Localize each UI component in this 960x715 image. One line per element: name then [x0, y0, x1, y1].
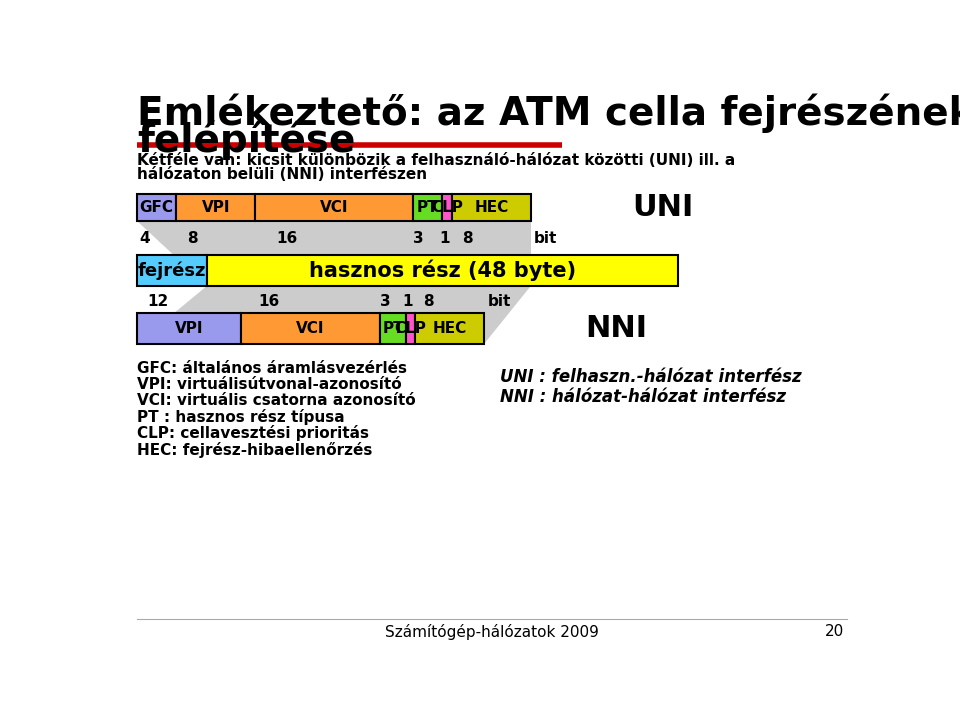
Text: 12: 12 [147, 294, 169, 309]
Text: hálózaton belüli (NNI) interfészen: hálózaton belüli (NNI) interfészen [137, 167, 427, 182]
Text: 1: 1 [402, 294, 413, 309]
Text: CLP: cellavesztési prioritás: CLP: cellavesztési prioritás [137, 425, 369, 441]
Text: VCI: virtuális csatorna azonosító: VCI: virtuális csatorna azonosító [137, 393, 416, 408]
Text: HEC: fejrész-hibaellenőrzés: HEC: fejrész-hibaellenőrzés [137, 442, 372, 458]
Text: PT : hasznos rész típusa: PT : hasznos rész típusa [137, 409, 345, 425]
Text: 8: 8 [187, 232, 198, 247]
Bar [137, 194, 177, 220]
Text: fejrész: fejrész [137, 262, 206, 280]
Text: VPI: VPI [202, 199, 230, 214]
Bar [443, 194, 452, 220]
Text: VCI: VCI [297, 321, 324, 336]
Bar [406, 313, 415, 344]
Text: NNI: NNI [585, 314, 647, 343]
Text: CLP: CLP [431, 199, 463, 214]
Text: Számítógép-hálózatok 2009: Számítógép-hálózatok 2009 [385, 624, 599, 640]
Text: CLP: CLP [395, 321, 426, 336]
Text: 4: 4 [139, 232, 150, 247]
Bar [137, 313, 241, 344]
Text: UNI: UNI [632, 192, 693, 222]
Bar [255, 194, 413, 220]
Bar [137, 255, 206, 286]
Text: 20: 20 [826, 624, 845, 639]
Text: UNI : felhaszn.-hálózat interfész: UNI : felhaszn.-hálózat interfész [500, 368, 802, 386]
Text: 16: 16 [276, 232, 298, 247]
Text: felépítése: felépítése [137, 120, 355, 160]
Text: Emlékeztető: az ATM cella fejrészének: Emlékeztető: az ATM cella fejrészének [137, 94, 960, 133]
Bar [177, 194, 255, 220]
Bar [452, 194, 531, 220]
Text: NNI : hálózat-hálózat interfész: NNI : hálózat-hálózat interfész [500, 388, 785, 406]
Text: GFC: GFC [140, 199, 174, 214]
Text: HEC: HEC [474, 199, 509, 214]
Text: bit: bit [534, 232, 557, 247]
Polygon shape [137, 220, 531, 286]
Text: HEC: HEC [432, 321, 467, 336]
Text: Kétféle van: kicsit különbözik a felhasználó-hálózat közötti (UNI) ill. a: Kétféle van: kicsit különbözik a felhasz… [137, 153, 735, 168]
Text: VPI: virtuálisútvonal-azonosító: VPI: virtuálisútvonal-azonosító [137, 377, 401, 392]
Text: 3: 3 [380, 294, 391, 309]
Bar [380, 313, 406, 344]
Text: VPI: VPI [175, 321, 204, 336]
Text: GFC: általános áramlásvezérlés: GFC: általános áramlásvezérlés [137, 360, 407, 375]
Bar [206, 255, 678, 286]
Text: bit: bit [488, 294, 511, 309]
Bar [241, 313, 380, 344]
Text: PT: PT [417, 199, 438, 214]
Bar [415, 313, 484, 344]
Text: VCI: VCI [320, 199, 348, 214]
Text: 8: 8 [423, 294, 434, 309]
Text: 16: 16 [258, 294, 279, 309]
Text: hasznos rész (48 byte): hasznos rész (48 byte) [309, 260, 576, 281]
Text: PT: PT [382, 321, 404, 336]
Text: 1: 1 [439, 232, 449, 247]
Bar [413, 194, 443, 220]
Polygon shape [137, 286, 531, 344]
Text: 8: 8 [463, 232, 473, 247]
Text: 3: 3 [413, 232, 424, 247]
